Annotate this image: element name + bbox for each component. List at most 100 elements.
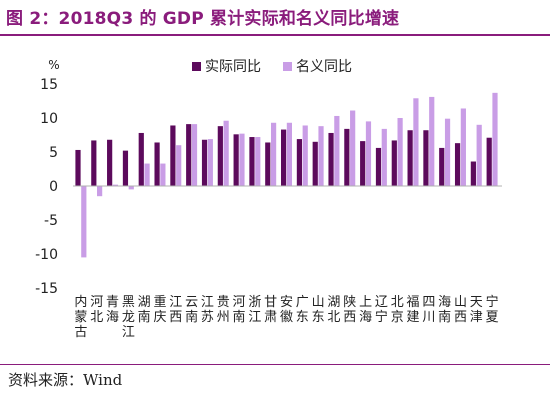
- bar-nominal: [365, 121, 372, 186]
- category-label: 江西: [169, 295, 182, 325]
- bar-nominal: [492, 92, 498, 186]
- category-label: 江苏: [201, 295, 214, 325]
- bar-real: [122, 150, 129, 186]
- bar-nominal: [334, 115, 340, 186]
- bar-real: [296, 139, 303, 186]
- category-label: 广东: [296, 295, 309, 325]
- bar-nominal: [191, 124, 198, 186]
- bar-real: [360, 141, 366, 186]
- title-divider: [0, 34, 550, 36]
- bar-real: [217, 126, 223, 186]
- bar-nominal: [160, 163, 166, 186]
- category-label: 贵州: [217, 295, 230, 325]
- bar-real: [186, 124, 192, 186]
- bar-real: [170, 125, 176, 186]
- bar-nominal: [286, 122, 292, 186]
- category-label: 福建: [407, 295, 420, 325]
- bar-nominal: [302, 125, 308, 186]
- bar-nominal: [207, 139, 213, 186]
- bar-real: [454, 143, 461, 186]
- legend-label: 名义同比: [296, 59, 352, 75]
- bar-nominal: [144, 163, 150, 186]
- category-label: 四川: [422, 295, 435, 325]
- y-tick-label: 5: [49, 145, 58, 161]
- category-label: 陕西: [343, 295, 356, 325]
- bar-nominal: [460, 108, 466, 186]
- category-label: 河北: [90, 295, 103, 325]
- bar-real: [91, 140, 97, 186]
- category-label: 辽宁: [375, 295, 388, 325]
- category-label: 黑龙江: [122, 295, 135, 340]
- bar-real: [138, 132, 144, 186]
- bar-real: [312, 141, 318, 186]
- bar-nominal: [255, 137, 261, 186]
- bar-real: [439, 147, 445, 186]
- category-label: 上海: [359, 295, 372, 325]
- category-label: 北京: [391, 295, 404, 325]
- footer-divider: [0, 364, 550, 365]
- y-axis-ticks: 15 10 5 0 -5 -10 -15: [35, 77, 58, 297]
- bar-series: [75, 92, 498, 258]
- bar-real: [265, 142, 271, 186]
- bar-nominal: [397, 118, 403, 186]
- bar-nominal: [350, 110, 356, 186]
- category-label: 湖南: [138, 295, 151, 325]
- category-label: 河南: [233, 295, 246, 325]
- bar-real: [375, 147, 382, 186]
- category-labels: 内蒙古河北青海黑龙江湖南重庆江西云南江苏贵州河南浙江甘肃安徽广东山东湖北陕西上海…: [74, 294, 498, 340]
- bar-nominal: [239, 133, 245, 186]
- bar-nominal: [381, 128, 387, 186]
- category-label: 青海: [106, 295, 119, 325]
- category-label: 内蒙古: [74, 294, 87, 340]
- bar-real: [391, 140, 397, 186]
- bar-real: [107, 139, 113, 186]
- legend-swatch: [192, 62, 201, 71]
- bar-real: [233, 134, 239, 186]
- bar-real: [407, 130, 413, 186]
- y-tick-label: -10: [35, 247, 58, 263]
- source-note: 资料来源：Wind: [8, 371, 123, 389]
- bar-nominal: [270, 122, 277, 186]
- category-label: 安徽: [280, 295, 293, 325]
- bar-real: [201, 139, 208, 186]
- bar-real: [328, 132, 334, 186]
- bar-nominal: [81, 186, 87, 258]
- y-tick-label: 10: [40, 111, 58, 127]
- category-label: 云南: [185, 295, 198, 325]
- category-label: 山东: [312, 295, 325, 325]
- bar-nominal: [444, 118, 451, 186]
- bar-nominal: [476, 124, 482, 186]
- bar-real: [486, 137, 492, 186]
- category-label: 山西: [454, 295, 467, 325]
- bar-real: [249, 137, 255, 186]
- y-tick-label: -15: [35, 281, 58, 297]
- bar-nominal: [176, 145, 182, 186]
- gdp-growth-bar-chart: % 15 10 5 0 -5 -10 -15 内蒙古河北青海黑龙江湖南重庆江西云南江苏贵州河…: [35, 58, 502, 340]
- legend-label: 实际同比: [205, 59, 261, 75]
- category-label: 宁夏: [486, 294, 499, 325]
- legend: 实际同比 名义同比: [192, 59, 352, 75]
- bar-real: [154, 142, 160, 186]
- bar-nominal: [413, 98, 419, 186]
- legend-swatch: [283, 62, 292, 71]
- category-label: 湖北: [327, 295, 340, 325]
- bar-real: [423, 130, 429, 186]
- bar-real: [281, 129, 287, 186]
- bar-nominal: [112, 184, 119, 186]
- y-tick-label: -5: [44, 213, 58, 229]
- category-label: 重庆: [153, 294, 166, 325]
- y-tick-label: 0: [49, 179, 58, 195]
- bar-nominal: [97, 186, 103, 197]
- category-label: 海南: [438, 295, 451, 325]
- category-label: 甘肃: [264, 295, 277, 325]
- bar-real: [344, 128, 350, 186]
- y-axis-unit-label: %: [48, 58, 59, 72]
- y-tick-label: 15: [40, 77, 58, 93]
- bar-real: [470, 161, 476, 186]
- bar-nominal: [128, 186, 134, 190]
- bar-nominal: [429, 96, 435, 186]
- bar-nominal: [318, 126, 324, 186]
- category-label: 浙江: [248, 295, 261, 325]
- category-label: 天津: [470, 295, 483, 325]
- figure-title: 图 2：2018Q3 的 GDP 累计实际和名义同比增速: [6, 9, 400, 29]
